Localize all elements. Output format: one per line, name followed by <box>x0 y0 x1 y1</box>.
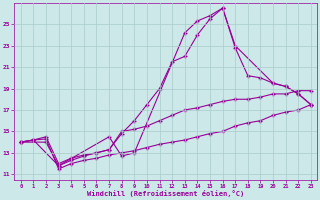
X-axis label: Windchill (Refroidissement éolien,°C): Windchill (Refroidissement éolien,°C) <box>87 190 244 197</box>
